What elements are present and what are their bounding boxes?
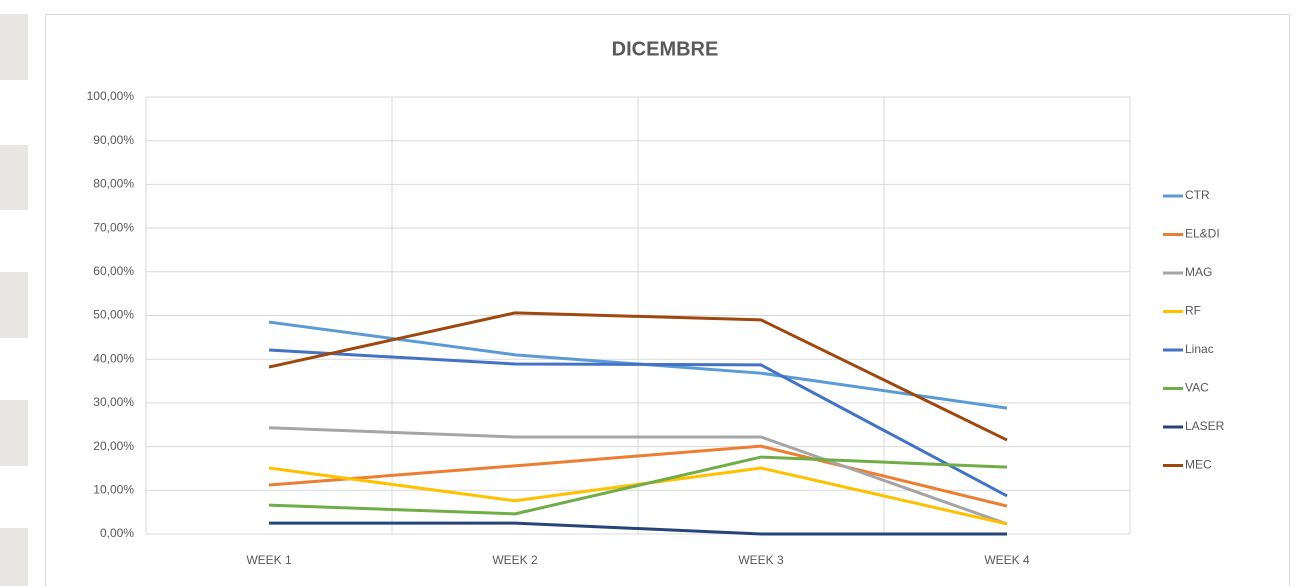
legend-label: VAC bbox=[1185, 381, 1209, 395]
series-line bbox=[269, 521, 1007, 536]
legend-label: RF bbox=[1185, 304, 1201, 318]
legend-label: Linac bbox=[1185, 342, 1214, 356]
x-tick-label: WEEK 4 bbox=[984, 553, 1030, 567]
series-line bbox=[268, 348, 1008, 498]
chart-area bbox=[45, 14, 1290, 586]
cell bbox=[0, 14, 28, 80]
x-tick-label: WEEK 3 bbox=[738, 553, 784, 567]
legend-label: EL&DI bbox=[1185, 227, 1220, 241]
y-tick-label: 10,00% bbox=[93, 482, 134, 496]
cell bbox=[0, 145, 28, 210]
y-tick-label: 0,00% bbox=[100, 526, 134, 540]
x-tick-label: WEEK 2 bbox=[492, 553, 538, 567]
series-line bbox=[268, 455, 1008, 516]
y-tick-label: 30,00% bbox=[93, 395, 134, 409]
y-tick-label: 40,00% bbox=[93, 351, 134, 365]
y-tick-label: 90,00% bbox=[93, 133, 134, 147]
series-line bbox=[268, 426, 1008, 526]
y-tick-label: 50,00% bbox=[93, 308, 134, 322]
cell bbox=[0, 528, 28, 586]
y-tick-label: 80,00% bbox=[93, 177, 134, 191]
cell bbox=[0, 272, 28, 338]
legend-label: LASER bbox=[1185, 419, 1225, 433]
chart-title: DICEMBRE bbox=[612, 38, 719, 60]
legend-label: MAG bbox=[1185, 265, 1212, 279]
legend-label: CTR bbox=[1185, 188, 1210, 202]
y-tick-label: 70,00% bbox=[93, 220, 134, 234]
cell bbox=[0, 400, 28, 466]
x-tick-label: WEEK 1 bbox=[246, 553, 292, 567]
legend-label: MEC bbox=[1185, 458, 1212, 472]
series-line bbox=[268, 311, 1008, 442]
series-line bbox=[268, 444, 1008, 508]
y-tick-label: 20,00% bbox=[93, 439, 134, 453]
y-tick-label: 60,00% bbox=[93, 264, 134, 278]
y-tick-label: 100,00% bbox=[87, 89, 135, 103]
